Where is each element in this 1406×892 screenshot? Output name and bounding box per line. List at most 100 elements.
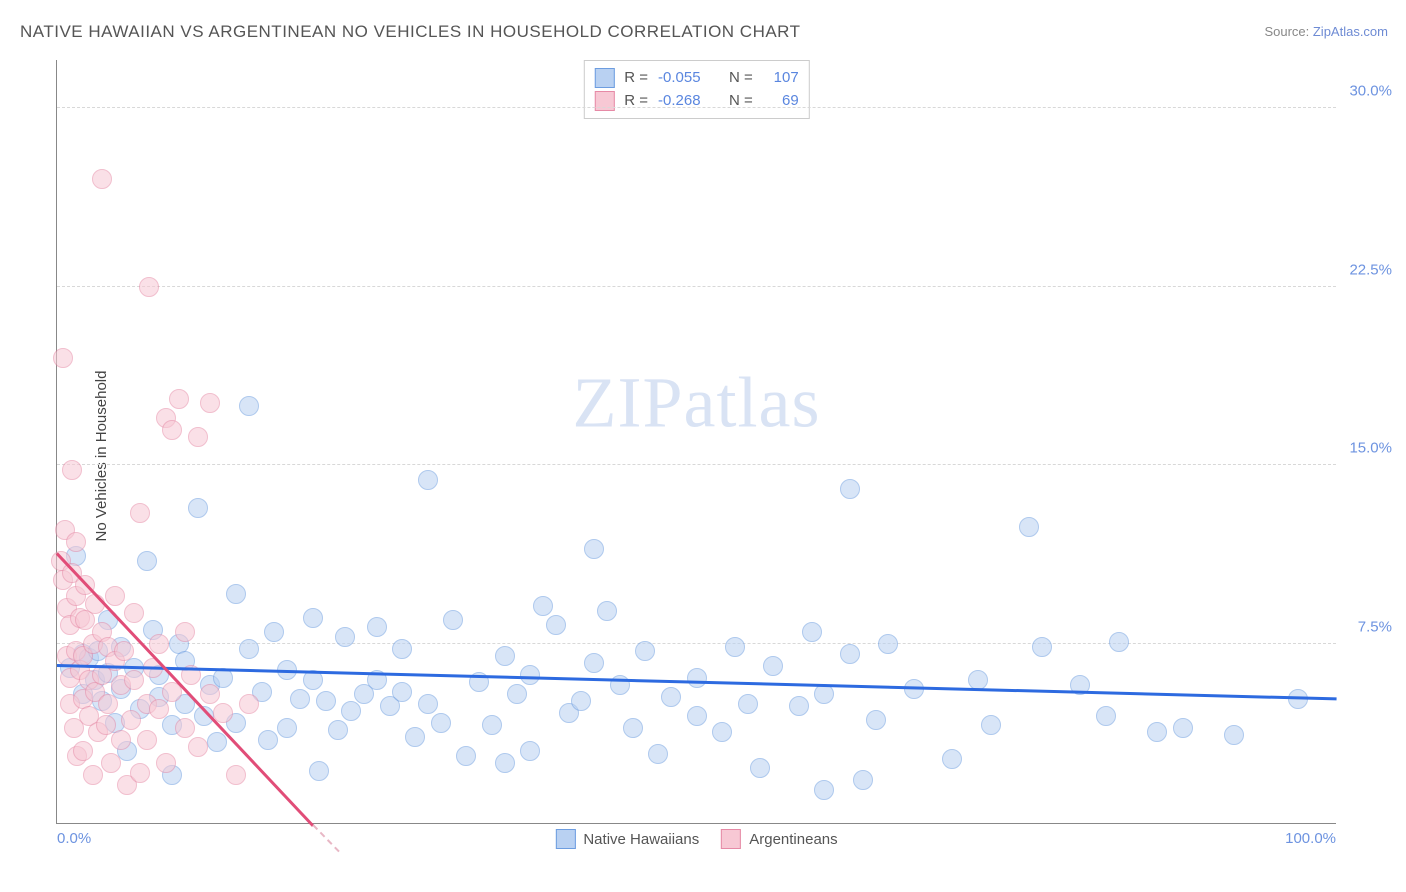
chart-title: NATIVE HAWAIIAN VS ARGENTINEAN NO VEHICL… bbox=[20, 22, 801, 42]
data-point bbox=[418, 694, 438, 714]
data-point bbox=[188, 498, 208, 518]
data-point bbox=[83, 765, 103, 785]
x-tick-label: 0.0% bbox=[57, 830, 91, 847]
data-point bbox=[533, 596, 553, 616]
data-point bbox=[169, 389, 189, 409]
data-point bbox=[149, 699, 169, 719]
data-point bbox=[137, 551, 157, 571]
series-swatch bbox=[594, 68, 614, 88]
data-point bbox=[200, 393, 220, 413]
data-point bbox=[584, 539, 604, 559]
data-point bbox=[853, 770, 873, 790]
y-tick-label: 15.0% bbox=[1349, 440, 1392, 457]
source-link[interactable]: ZipAtlas.com bbox=[1313, 24, 1388, 39]
data-point bbox=[635, 641, 655, 661]
data-point bbox=[328, 720, 348, 740]
data-point bbox=[226, 584, 246, 604]
y-tick-label: 22.5% bbox=[1349, 261, 1392, 278]
data-point bbox=[1032, 637, 1052, 657]
data-point bbox=[840, 644, 860, 664]
data-point bbox=[571, 691, 591, 711]
data-point bbox=[264, 622, 284, 642]
data-point bbox=[392, 639, 412, 659]
data-point bbox=[814, 780, 834, 800]
y-tick-label: 7.5% bbox=[1358, 619, 1392, 636]
stat-r-label: R = bbox=[624, 90, 648, 113]
data-point bbox=[443, 610, 463, 630]
data-point bbox=[239, 639, 259, 659]
data-point bbox=[687, 668, 707, 688]
stat-n-value: 69 bbox=[767, 90, 799, 113]
stat-r-label: R = bbox=[624, 67, 648, 90]
data-point bbox=[904, 679, 924, 699]
data-point bbox=[277, 718, 297, 738]
data-point bbox=[316, 691, 336, 711]
data-point bbox=[712, 722, 732, 742]
data-point bbox=[687, 706, 707, 726]
data-point bbox=[121, 710, 141, 730]
stat-n-label: N = bbox=[729, 67, 753, 90]
data-point bbox=[258, 730, 278, 750]
data-point bbox=[866, 710, 886, 730]
data-point bbox=[114, 641, 134, 661]
stats-row: R =-0.268 N =69 bbox=[594, 90, 798, 113]
data-point bbox=[162, 420, 182, 440]
data-point bbox=[239, 396, 259, 416]
data-point bbox=[1019, 517, 1039, 537]
stats-row: R =-0.055 N =107 bbox=[594, 67, 798, 90]
data-point bbox=[207, 732, 227, 752]
data-point bbox=[73, 741, 93, 761]
data-point bbox=[66, 532, 86, 552]
stat-n-value: 107 bbox=[767, 67, 799, 90]
grid-line bbox=[57, 286, 1336, 287]
data-point bbox=[597, 601, 617, 621]
watermark-brand: ZIP bbox=[573, 363, 684, 443]
data-point bbox=[584, 653, 604, 673]
data-point bbox=[175, 622, 195, 642]
data-point bbox=[130, 503, 150, 523]
data-point bbox=[520, 665, 540, 685]
data-point bbox=[1147, 722, 1167, 742]
data-point bbox=[405, 727, 425, 747]
data-point bbox=[520, 741, 540, 761]
legend-item: Native Hawaiians bbox=[555, 829, 699, 849]
data-point bbox=[495, 753, 515, 773]
data-point bbox=[750, 758, 770, 778]
data-point bbox=[53, 348, 73, 368]
data-point bbox=[239, 694, 259, 714]
data-point bbox=[139, 277, 159, 297]
data-point bbox=[367, 617, 387, 637]
data-point bbox=[763, 656, 783, 676]
data-point bbox=[137, 730, 157, 750]
data-point bbox=[101, 753, 121, 773]
data-point bbox=[981, 715, 1001, 735]
data-point bbox=[290, 689, 310, 709]
data-point bbox=[814, 684, 834, 704]
legend-label: Native Hawaiians bbox=[583, 831, 699, 848]
stat-r-value: -0.268 bbox=[658, 90, 701, 113]
legend-label: Argentineans bbox=[749, 831, 837, 848]
series-swatch bbox=[594, 91, 614, 111]
data-point bbox=[1173, 718, 1193, 738]
data-point bbox=[431, 713, 451, 733]
watermark-suffix: atlas bbox=[684, 363, 821, 443]
data-point bbox=[149, 634, 169, 654]
data-point bbox=[130, 763, 150, 783]
data-point bbox=[111, 730, 131, 750]
data-point bbox=[335, 627, 355, 647]
y-tick-label: 30.0% bbox=[1349, 82, 1392, 99]
data-point bbox=[200, 684, 220, 704]
data-point bbox=[738, 694, 758, 714]
data-point bbox=[226, 765, 246, 785]
data-point bbox=[840, 479, 860, 499]
data-point bbox=[495, 646, 515, 666]
data-point bbox=[188, 737, 208, 757]
data-point bbox=[1109, 632, 1129, 652]
data-point bbox=[124, 603, 144, 623]
series-legend: Native Hawaiians Argentineans bbox=[555, 829, 837, 849]
data-point bbox=[392, 682, 412, 702]
data-point bbox=[124, 670, 144, 690]
data-point bbox=[188, 427, 208, 447]
data-point bbox=[175, 718, 195, 738]
data-point bbox=[482, 715, 502, 735]
